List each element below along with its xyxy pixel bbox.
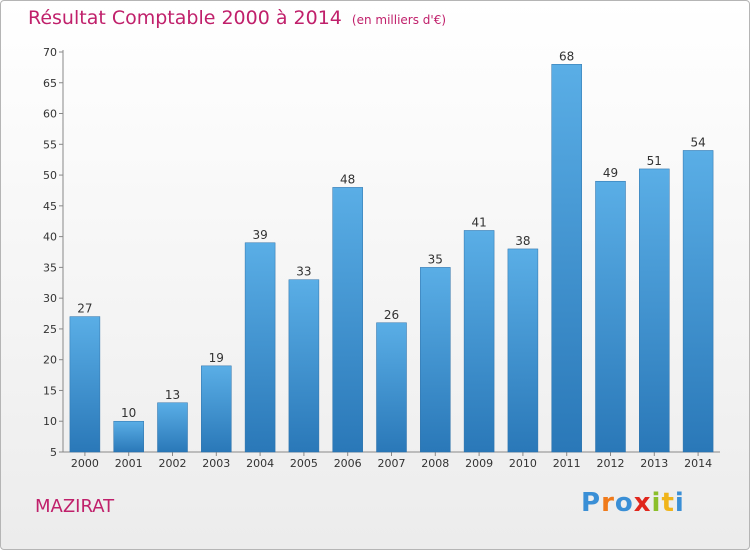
chart-title-text: Résultat Comptable 2000 à 2014 <box>28 7 342 29</box>
chart-title: Résultat Comptable 2000 à 2014 (en millie… <box>28 7 446 29</box>
y-tick-label: 15 <box>43 384 57 397</box>
bar-2005 <box>288 279 320 453</box>
logo-letter: x <box>633 488 652 518</box>
x-tick-label-2006: 2006 <box>334 457 362 470</box>
data-label-2012: 49 <box>603 166 618 180</box>
x-tick-label-2007: 2007 <box>378 457 406 470</box>
logo-letter: i <box>651 488 662 518</box>
x-tick-label-2010: 2010 <box>509 457 537 470</box>
x-tick-label-2000: 2000 <box>71 457 99 470</box>
data-label-2000: 27 <box>77 302 92 316</box>
bar-2001 <box>113 420 144 453</box>
data-label-2001: 10 <box>121 406 136 420</box>
y-tick-label: 40 <box>43 231 57 244</box>
data-label-2011: 68 <box>559 49 574 63</box>
bar-2000 <box>69 316 101 453</box>
bar-2013 <box>639 168 670 453</box>
bar-2009 <box>463 230 495 453</box>
logo-letter: P <box>581 488 602 518</box>
town-name: MAZIRAT <box>35 496 115 517</box>
y-tick-label: 30 <box>43 292 57 305</box>
y-tick-label: 25 <box>43 323 57 336</box>
y-tick-label: 65 <box>43 77 57 90</box>
bar-2006 <box>332 187 363 453</box>
bar-2012 <box>595 180 626 453</box>
chart-labels: 27 2000 10 2001 13 2002 19 2003 39 2004 33 2005 48 20… <box>71 49 712 470</box>
bar-2003 <box>201 365 232 453</box>
chart-subtitle: (en milliers d'€) <box>351 13 447 27</box>
y-tick-label: 50 <box>43 169 57 182</box>
data-label-2009: 41 <box>471 215 486 229</box>
x-tick-label-2004: 2004 <box>246 457 274 470</box>
x-tick-label-2001: 2001 <box>115 457 143 470</box>
y-tick-label: 5 <box>50 446 57 459</box>
data-label-2002: 13 <box>165 388 180 402</box>
bar-2014 <box>682 150 714 453</box>
y-tick-label: 20 <box>43 354 57 367</box>
x-tick-label-2003: 2003 <box>202 457 230 470</box>
x-tick-label-2005: 2005 <box>290 457 318 470</box>
y-tick-label: 45 <box>43 200 57 213</box>
x-tick-label-2008: 2008 <box>421 457 449 470</box>
y-tick-label: 60 <box>43 108 57 121</box>
bar-2011 <box>551 64 582 453</box>
bar-2007 <box>376 322 407 453</box>
y-tick-label: 35 <box>43 261 57 274</box>
x-tick-label-2013: 2013 <box>640 457 668 470</box>
x-tick-label-2014: 2014 <box>684 457 712 470</box>
data-label-2013: 51 <box>647 154 662 168</box>
data-label-2006: 48 <box>340 172 355 186</box>
x-tick-label-2002: 2002 <box>159 457 187 470</box>
logo-letter: r <box>601 488 615 518</box>
x-tick-label-2011: 2011 <box>553 457 581 470</box>
bar-2004 <box>244 242 276 453</box>
x-tick-label-2012: 2012 <box>597 457 625 470</box>
y-tick-label: 10 <box>43 415 57 428</box>
y-tick-label: 55 <box>43 138 57 151</box>
x-tick-label-2009: 2009 <box>465 457 493 470</box>
data-label-2004: 39 <box>252 228 267 242</box>
chart-bars <box>69 64 714 453</box>
data-label-2014: 54 <box>690 135 705 149</box>
logo-letter: o <box>614 488 634 518</box>
data-label-2007: 26 <box>384 308 399 322</box>
data-label-2003: 19 <box>209 351 224 365</box>
logo-letter: i <box>674 488 685 518</box>
data-label-2008: 35 <box>428 252 443 266</box>
data-label-2005: 33 <box>296 265 311 279</box>
bar-2008 <box>420 267 451 453</box>
y-tick-label: 70 <box>43 46 57 59</box>
proxiti-logo: Proxiti <box>581 488 685 518</box>
bar-2010 <box>507 248 539 453</box>
data-label-2010: 38 <box>515 234 530 248</box>
logo-letter: t <box>661 488 675 518</box>
bar-2002 <box>157 402 188 453</box>
